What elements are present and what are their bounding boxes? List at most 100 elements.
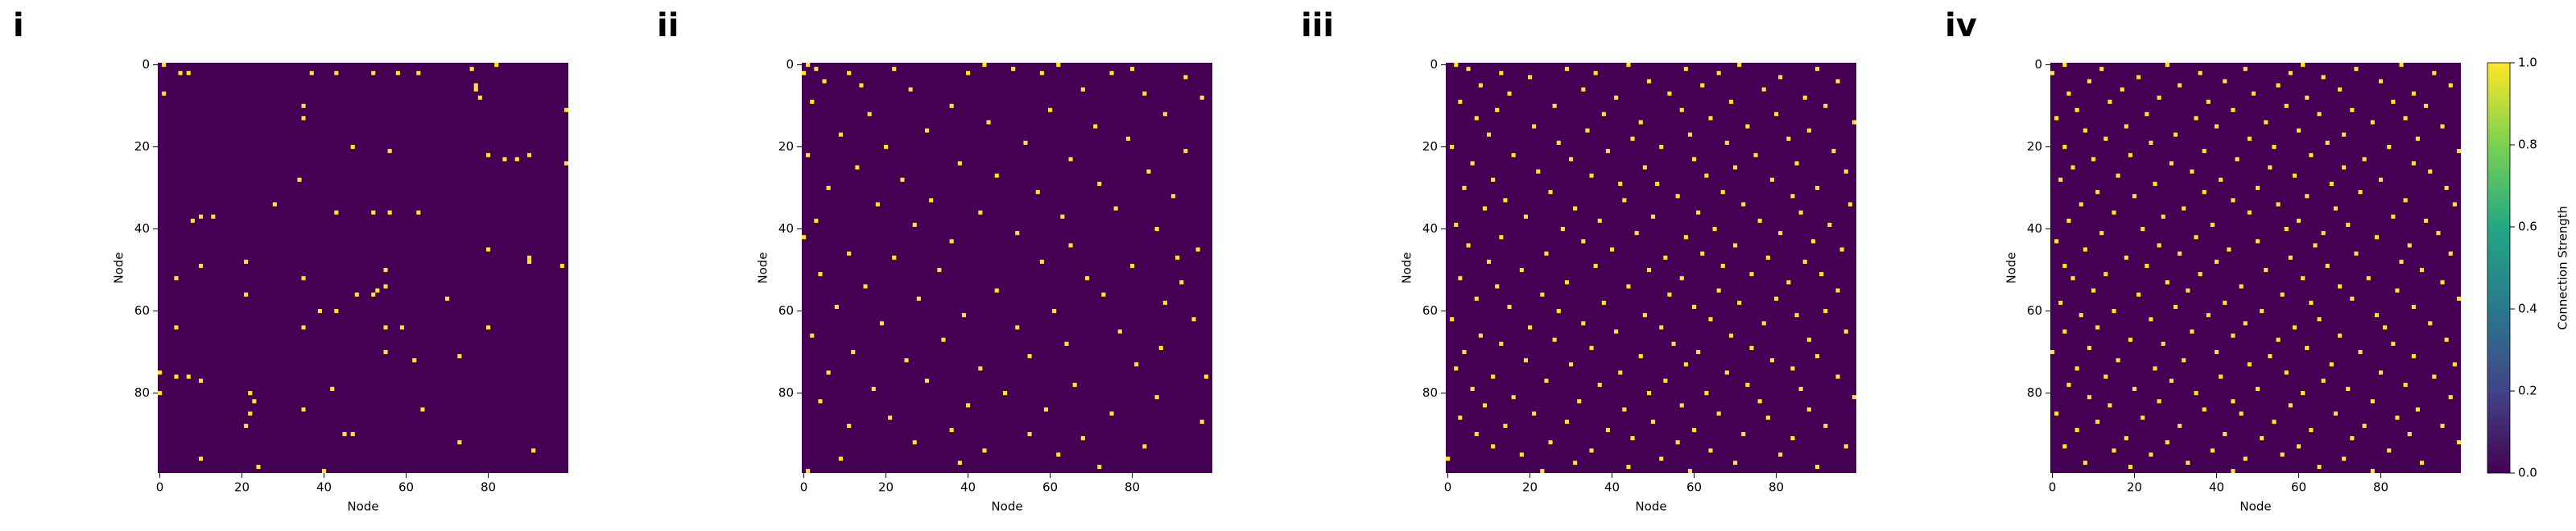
heatmap-cell: [814, 218, 819, 223]
heatmap-cell: [2264, 120, 2268, 125]
heatmap-cell: [2415, 407, 2420, 412]
heatmap-cell: [1195, 247, 1200, 252]
heatmap-cell: [1179, 280, 1184, 285]
heatmap-cell: [1552, 337, 1557, 342]
heatmap-cell: [2370, 399, 2375, 404]
heatmap-cell: [2260, 309, 2264, 314]
heatmap-cell: [1626, 63, 1631, 68]
heatmap-cell: [879, 321, 884, 326]
heatmap-cell: [1815, 186, 1820, 191]
heatmap-cell: [199, 456, 204, 461]
heatmap-cell: [2354, 67, 2359, 72]
heatmap-cell: [1056, 63, 1061, 68]
heatmap-cell: [199, 214, 204, 219]
heatmap-cell: [2387, 145, 2392, 150]
heatmap-cell: [2103, 272, 2108, 277]
heatmap-cell: [2083, 247, 2087, 252]
heatmap-cell: [1560, 227, 1565, 232]
heatmap-cell: [2276, 337, 2281, 342]
heatmap-cell: [1552, 104, 1557, 109]
heatmap-cell: [916, 296, 921, 301]
heatmap-cell: [1495, 284, 1500, 289]
heatmap-cell: [1835, 288, 1840, 293]
heatmap-cell: [847, 423, 852, 428]
heatmap-cell: [2223, 432, 2227, 437]
heatmap-cell: [1093, 124, 1098, 129]
heatmap-cell: [2235, 157, 2240, 162]
x-tick-label: 80: [2373, 480, 2388, 495]
y-tick-label: 0: [1430, 57, 1438, 72]
heatmap-cell: [2432, 71, 2437, 76]
x-tick-label: 60: [2291, 480, 2306, 495]
heatmap-cell: [531, 448, 536, 453]
heatmap-cell: [2178, 423, 2182, 428]
heatmap-cell: [1146, 169, 1151, 174]
heatmap-cell: [875, 202, 880, 207]
heatmap-cell: [863, 284, 868, 289]
heatmap-cell: [2074, 108, 2079, 113]
heatmap-cell: [1491, 177, 1496, 182]
heatmap-cell: [884, 145, 889, 150]
heatmap-cell: [2132, 194, 2137, 199]
heatmap-cell: [309, 71, 314, 76]
heatmap-cell: [2440, 280, 2445, 285]
heatmap-cell: [2411, 354, 2416, 359]
heatmap-cell: [1646, 391, 1651, 396]
heatmap-cell: [986, 120, 991, 125]
heatmap-cell: [527, 153, 532, 158]
heatmap-cell: [2325, 140, 2330, 145]
heatmap-cell: [2247, 210, 2252, 215]
heatmap-cell: [1679, 276, 1684, 281]
heatmap-cell: [1011, 67, 1016, 72]
heatmap-cell: [1651, 214, 1656, 219]
heatmap-cell: [1704, 173, 1709, 178]
heatmap-cell: [2448, 251, 2453, 256]
heatmap-cell: [1741, 202, 1746, 207]
heatmap-cell: [2280, 452, 2285, 457]
heatmap-cell: [1667, 292, 1672, 297]
heatmap-cell: [1499, 341, 1504, 346]
heatmap-cell: [2268, 354, 2273, 359]
heatmap-cell: [2194, 235, 2198, 240]
heatmap-cell: [1199, 95, 1204, 100]
heatmap-cell: [2054, 116, 2059, 121]
heatmap-cell: [2095, 325, 2100, 330]
heatmap-cell: [1810, 239, 1815, 244]
heatmap-cell: [961, 313, 966, 318]
heatmap-cell: [1692, 427, 1697, 432]
heatmap-cell: [2420, 460, 2425, 465]
heatmap-cell: [486, 153, 491, 158]
heatmap-cell: [2091, 288, 2096, 293]
heatmap-cell: [2157, 399, 2161, 404]
heatmap-cell: [2054, 411, 2059, 416]
heatmap-cell: [2128, 153, 2132, 158]
heatmap-cell: [1622, 198, 1627, 203]
heatmap-cell: [2452, 362, 2457, 367]
heatmap-cell: [1056, 452, 1061, 457]
heatmap-cell: [2411, 91, 2416, 96]
heatmap-cell: [1491, 444, 1496, 449]
heatmap-cell: [2174, 304, 2178, 309]
heatmap-cell: [2329, 362, 2334, 367]
heatmap-cell: [2391, 341, 2396, 346]
heatmap-cell: [900, 177, 905, 182]
heatmap-cell: [2407, 432, 2412, 437]
heatmap-cell: [2325, 263, 2330, 268]
heatmap-cell: [2182, 206, 2186, 211]
heatmap-cell: [2140, 415, 2145, 420]
heatmap-cell: [2066, 218, 2071, 223]
heatmap-cell: [1696, 210, 1701, 215]
heatmap-cell: [1696, 350, 1701, 355]
heatmap-cell: [806, 468, 811, 473]
heatmap-cell: [477, 95, 482, 100]
heatmap-cell: [334, 71, 339, 76]
y-axis-label: Node: [112, 252, 126, 283]
heatmap-cell: [2112, 309, 2116, 314]
heatmap-background: [802, 63, 1212, 473]
heatmap-cell: [2169, 378, 2174, 383]
heatmap-cell: [1745, 382, 1750, 387]
heatmap-cell: [2149, 317, 2153, 322]
heatmap-cell: [371, 292, 376, 297]
heatmap-cell: [871, 386, 876, 391]
heatmap-cell: [1720, 263, 1725, 268]
